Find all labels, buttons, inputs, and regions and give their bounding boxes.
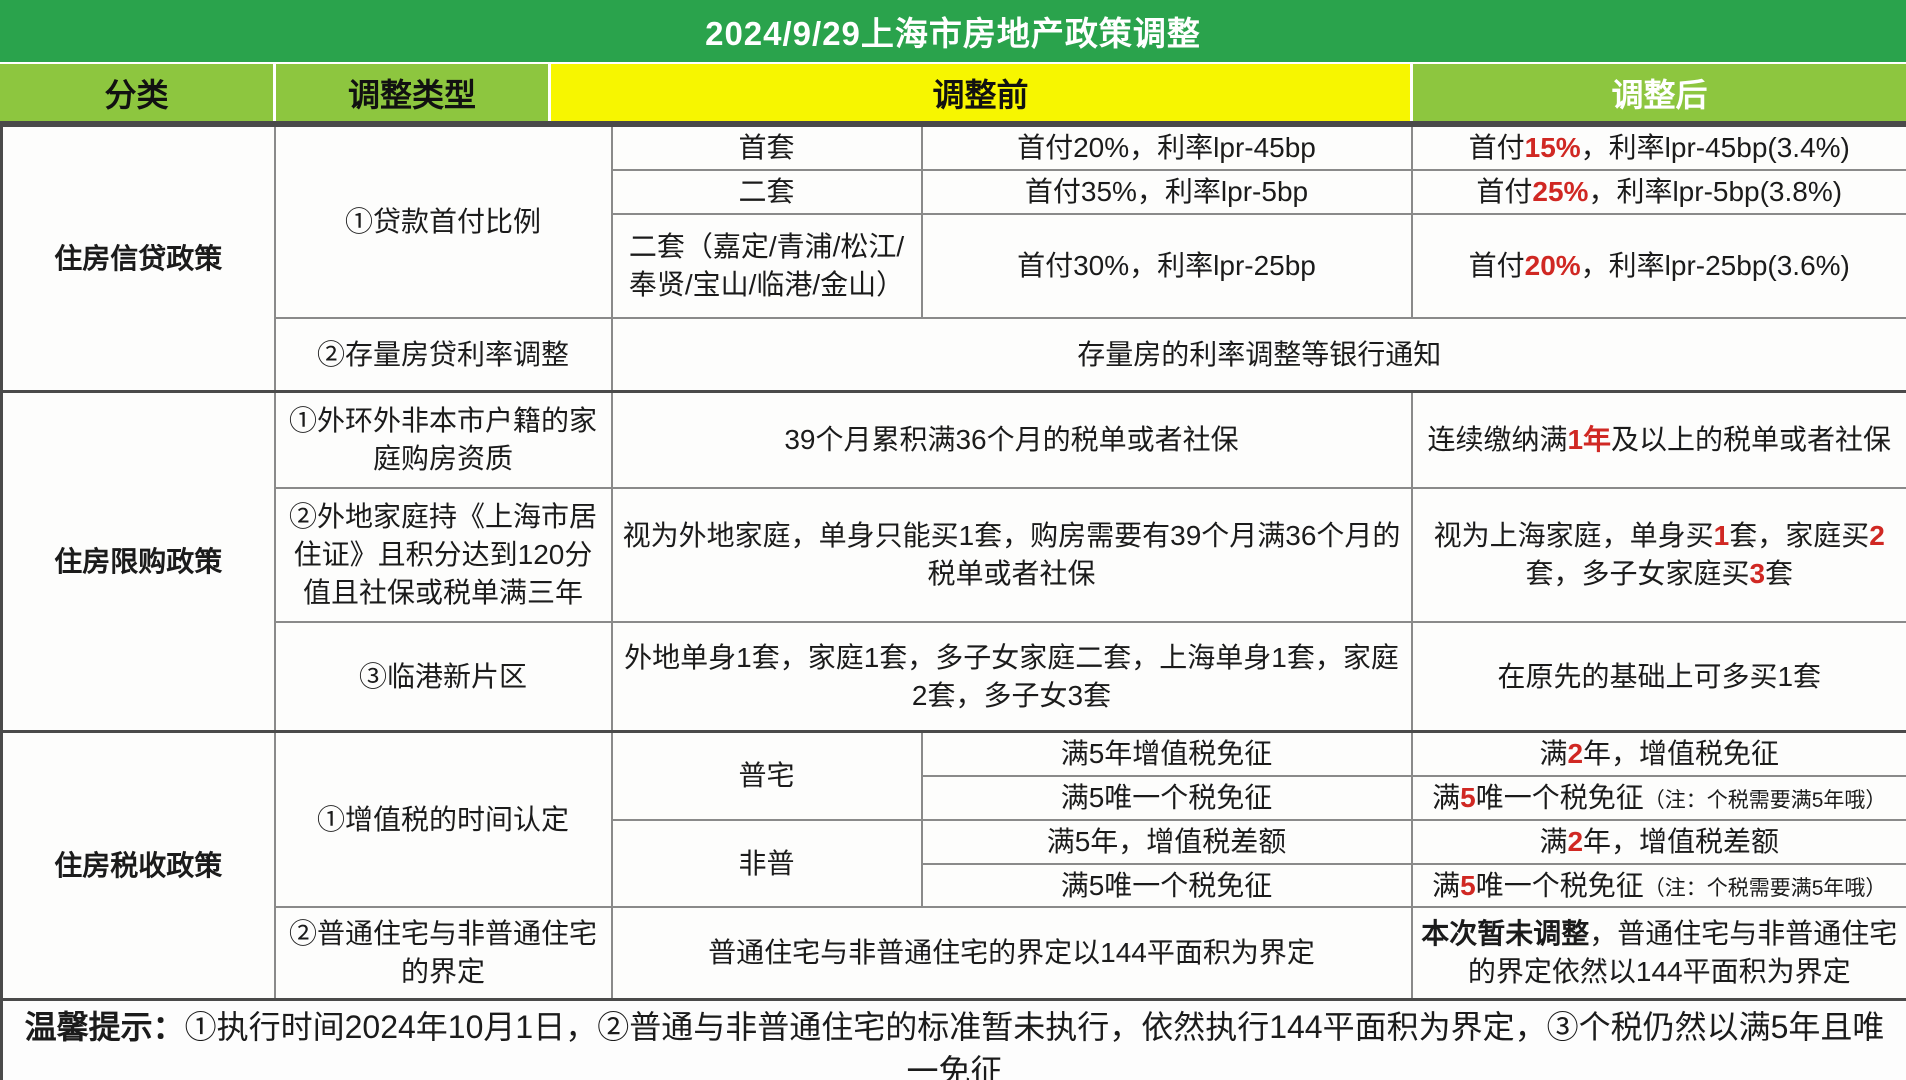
table-header-row: 分类 调整类型 调整前 调整后 bbox=[0, 64, 1906, 124]
after-cell-lingang: 在原先的基础上可多买1套 bbox=[1410, 620, 1906, 733]
before-cell-ordinary-vat: 满5年增值税免征 bbox=[920, 730, 1413, 778]
table-row: 住房税收政策 ①增值税的时间认定 普宅 满5年增值税免征 满2年，增值税免征 bbox=[0, 730, 1906, 1001]
table-row: 满5唯一个税免征 满5唯一个税免征（注：个税需要满5年哦） bbox=[2, 775, 1906, 821]
table-row: 二套 首付35%，利率lpr-5bp 首付25%，利率lpr-5bp(3.8%) bbox=[2, 168, 1906, 215]
table-row: ②普通住宅与非普通住宅的界定 普通住宅与非普通住宅的界定以144平面积为界定 本… bbox=[2, 906, 1906, 1001]
label-cell-second-home: 二套 bbox=[610, 168, 923, 215]
type-cell-vat-timing: ①增值税的时间认定 bbox=[273, 730, 613, 909]
notice-text: ①执行时间2024年10月1日，②普通与非普通住宅的标准暂未执行，依然执行144… bbox=[184, 1008, 1885, 1080]
after-cell-home-definition: 本次暂未调整，普通住宅与非普通住宅的界定依然以144平面积为界定 bbox=[1410, 906, 1906, 1001]
header-cell-after: 调整后 bbox=[1410, 64, 1906, 121]
table-row: 非普 满5年，增值税差额 满2年，增值税差额 bbox=[2, 818, 1906, 909]
type-cell-lingang: ③临港新片区 bbox=[273, 620, 613, 733]
page-title: 2024/9/29上海市房地产政策调整 bbox=[0, 0, 1906, 64]
label-cell-ordinary-home: 普宅 bbox=[610, 730, 923, 821]
type-cell-residence-permit: ②外地家庭持《上海市居住证》且积分达到120分值且社保或税单满三年 bbox=[273, 486, 613, 623]
before-cell-residence-permit: 视为外地家庭，单身只能买1套，购房需要有39个月满36个月的税单或者社保 bbox=[610, 486, 1413, 623]
after-cell-ordinary-income-tax: 满5唯一个税免征（注：个税需要满5年哦） bbox=[1410, 775, 1906, 821]
merged-cell-stock-loan: 存量房的利率调整等银行通知 bbox=[610, 316, 1906, 393]
label-cell-first-home: 首套 bbox=[610, 124, 923, 171]
table-row: ②外地家庭持《上海市居住证》且积分达到120分值且社保或税单满三年 视为外地家庭… bbox=[2, 486, 1906, 623]
table-row: 住房信贷政策 ①贷款首付比例 首套 首付20%，利率lpr-45bp 首付15%… bbox=[0, 124, 1906, 393]
label-cell-non-ordinary-home: 非普 bbox=[610, 818, 923, 909]
type-cell-home-definition: ②普通住宅与非普通住宅的界定 bbox=[273, 906, 613, 1001]
after-cell-second-home-suburbs: 首付20%，利率lpr-25bp(3.6%) bbox=[1410, 212, 1906, 319]
notice-row: 温馨提示：①执行时间2024年10月1日，②普通与非普通住宅的标准暂未执行，依然… bbox=[0, 997, 1906, 1080]
category-cell-credit: 住房信贷政策 bbox=[0, 124, 276, 393]
table-row: 满5唯一个税免征 满5唯一个税免征（注：个税需要满5年哦） bbox=[2, 862, 1906, 909]
before-cell-outer-ring: 39个月累积满36个月的税单或者社保 bbox=[610, 390, 1413, 489]
before-cell-second-home: 首付35%，利率lpr-5bp bbox=[920, 168, 1413, 215]
before-cell-ordinary-income-tax: 满5唯一个税免征 bbox=[920, 775, 1413, 821]
header-cell-category: 分类 bbox=[0, 64, 273, 121]
table-row: 住房限购政策 ①外环外非本市户籍的家庭购房资质 39个月累积满36个月的税单或者… bbox=[0, 390, 1906, 733]
after-cell-second-home: 首付25%，利率lpr-5bp(3.8%) bbox=[1410, 168, 1906, 215]
after-cell-first-home: 首付15%，利率lpr-45bp(3.4%) bbox=[1410, 124, 1906, 171]
table-row: ③临港新片区 外地单身1套，家庭1套，多子女家庭二套，上海单身1套，家庭2套，多… bbox=[2, 620, 1906, 733]
policy-table: 住房信贷政策 ①贷款首付比例 首套 首付20%，利率lpr-45bp 首付15%… bbox=[0, 124, 1906, 1080]
notice-lead: 温馨提示： bbox=[24, 1008, 185, 1045]
type-cell-loan-ratio: ①贷款首付比例 bbox=[273, 124, 613, 319]
after-cell-residence-permit: 视为上海家庭，单身买1套，家庭买2套，多子女家庭买3套 bbox=[1410, 486, 1906, 623]
after-cell-ordinary-vat: 满2年，增值税免征 bbox=[1410, 730, 1906, 778]
before-cell-lingang: 外地单身1套，家庭1套，多子女家庭二套，上海单身1套，家庭2套，多子女3套 bbox=[610, 620, 1413, 733]
before-cell-non-ordinary-income-tax: 满5唯一个税免征 bbox=[920, 862, 1413, 909]
after-cell-non-ordinary-vat: 满2年，增值税差额 bbox=[1410, 818, 1906, 865]
before-cell-second-home-suburbs: 首付30%，利率lpr-25bp bbox=[920, 212, 1413, 319]
before-cell-first-home: 首付20%，利率lpr-45bp bbox=[920, 124, 1413, 171]
before-cell-non-ordinary-vat: 满5年，增值税差额 bbox=[920, 818, 1413, 865]
after-cell-outer-ring: 连续缴纳满1年及以上的税单或者社保 bbox=[1410, 390, 1906, 489]
after-cell-non-ordinary-income-tax: 满5唯一个税免征（注：个税需要满5年哦） bbox=[1410, 862, 1906, 909]
before-cell-home-definition: 普通住宅与非普通住宅的界定以144平面积为界定 bbox=[610, 906, 1413, 1001]
table-row: ②存量房贷利率调整 存量房的利率调整等银行通知 bbox=[2, 316, 1906, 393]
type-cell-outer-ring: ①外环外非本市户籍的家庭购房资质 bbox=[273, 390, 613, 489]
label-cell-second-home-suburbs: 二套（嘉定/青浦/松江/奉贤/宝山/临港/金山） bbox=[610, 212, 923, 319]
table-row: 二套（嘉定/青浦/松江/奉贤/宝山/临港/金山） 首付30%，利率lpr-25b… bbox=[2, 212, 1906, 319]
header-cell-type: 调整类型 bbox=[273, 64, 548, 121]
category-cell-purchase-limit: 住房限购政策 bbox=[0, 390, 276, 733]
category-cell-tax: 住房税收政策 bbox=[0, 730, 276, 1001]
notice-cell: 温馨提示：①执行时间2024年10月1日，②普通与非普通住宅的标准暂未执行，依然… bbox=[0, 997, 1906, 1080]
type-cell-stock-loan: ②存量房贷利率调整 bbox=[273, 316, 613, 393]
header-cell-before: 调整前 bbox=[548, 64, 1410, 121]
